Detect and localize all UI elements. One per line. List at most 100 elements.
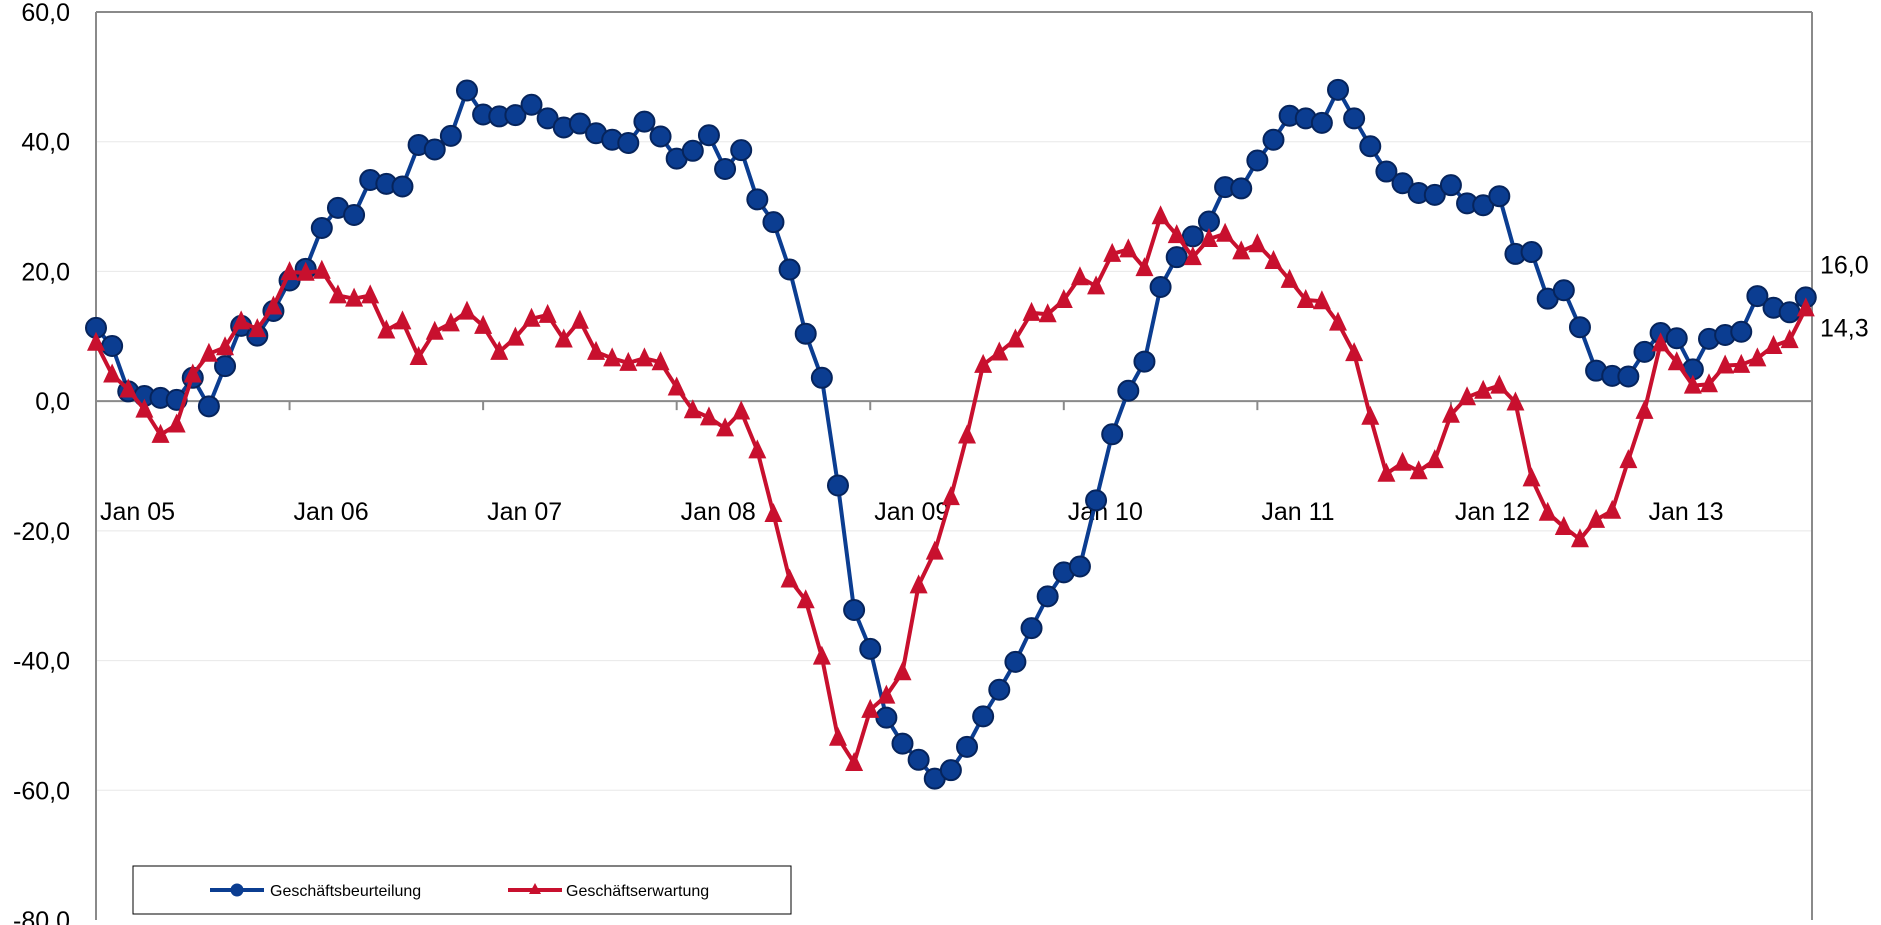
data-point [1151, 205, 1170, 225]
data-point [714, 157, 737, 180]
y-axis-ticks: 60,0 40,0 20,0 0,0 -20,0 -40,0 -60,0 -80,0 [13, 0, 70, 925]
y-tick-label: 20,0 [21, 258, 70, 286]
data-point [1393, 451, 1412, 471]
data-point [861, 698, 880, 718]
data-point [810, 366, 833, 389]
data-point [1554, 515, 1573, 535]
axes [95, 11, 1813, 920]
data-point [1345, 342, 1364, 362]
x-tick-label: Jan 12 [1455, 498, 1530, 526]
series [85, 78, 1817, 790]
y-tick-label: -60,0 [13, 777, 70, 805]
data-point [1439, 174, 1462, 197]
x-tick-label: Jan 11 [1261, 498, 1334, 526]
data-point [859, 637, 882, 660]
data-point [1085, 489, 1108, 512]
series-geschaeftsbeurteilung [85, 78, 1817, 790]
data-point [520, 93, 543, 116]
data-point [441, 312, 460, 332]
legend-marker-beurteilung [230, 883, 244, 897]
data-point [972, 705, 995, 728]
data-point [474, 314, 493, 334]
data-point [1167, 224, 1186, 244]
x-tick-label: Jan 09 [874, 498, 949, 526]
data-point [1764, 335, 1783, 355]
data-point [1165, 246, 1188, 269]
data-point [1070, 266, 1089, 286]
data-point [956, 735, 979, 758]
data-point [197, 395, 220, 418]
data-point [135, 398, 154, 418]
data-point [1135, 257, 1154, 277]
data-point [651, 351, 670, 371]
data-point [730, 139, 753, 162]
data-point [843, 598, 866, 621]
data-point [1101, 423, 1124, 446]
data-point [506, 326, 525, 346]
data-point [310, 216, 333, 239]
data-point [554, 328, 573, 348]
legend-label-erwartung: Geschäftserwartung [566, 883, 709, 900]
data-point [1665, 327, 1688, 350]
gridlines [96, 141, 1812, 791]
data-point [248, 318, 267, 338]
data-point [974, 353, 993, 373]
data-point [377, 319, 396, 339]
data-point [1730, 320, 1753, 343]
data-point [1036, 585, 1059, 608]
data-point [1617, 365, 1640, 388]
data-point [1087, 275, 1106, 295]
data-point [457, 300, 476, 320]
end-value-label: 14,3 [1820, 314, 1869, 342]
data-point [183, 363, 202, 383]
data-point [1520, 240, 1543, 263]
y-tick-label: -20,0 [13, 518, 70, 546]
data-point [1746, 285, 1769, 308]
data-point [1635, 399, 1654, 419]
data-point [716, 417, 735, 437]
data-point [1732, 353, 1751, 373]
data-point [1506, 391, 1525, 411]
data-point [345, 287, 364, 307]
data-point [778, 258, 801, 281]
y-tick-label: -80,0 [13, 907, 70, 925]
data-point [568, 112, 591, 135]
data-point [570, 309, 589, 329]
data-point [232, 310, 251, 330]
end-labels: 16,0 14,3 [1820, 251, 1869, 342]
data-point [1425, 449, 1444, 469]
data-point [216, 336, 235, 356]
data-point [199, 342, 218, 362]
data-point [1004, 650, 1027, 673]
data-point [1748, 347, 1767, 367]
data-point [683, 399, 702, 419]
data-point [893, 661, 912, 681]
y-tick-label: 0,0 [35, 388, 70, 416]
data-point [101, 335, 124, 358]
data-point [1359, 135, 1382, 158]
data-point [845, 752, 864, 772]
data-point [1490, 374, 1509, 394]
data-point [409, 346, 428, 366]
data-point [764, 502, 783, 522]
data-point [1391, 172, 1414, 195]
data-point [391, 175, 414, 198]
data-point [504, 104, 527, 127]
data-point [1651, 332, 1670, 352]
data-point [617, 132, 640, 155]
series-line [94, 87, 1808, 781]
data-point [361, 284, 380, 304]
data-point [119, 378, 138, 398]
data-point [746, 188, 769, 211]
data-point [1119, 238, 1138, 258]
data-point [522, 307, 541, 327]
data-point [1246, 149, 1269, 172]
data-point [762, 211, 785, 234]
data-point [939, 759, 962, 782]
data-point [1780, 329, 1799, 349]
data-point [877, 684, 896, 704]
data-point [1796, 297, 1815, 317]
data-point [1068, 555, 1091, 578]
